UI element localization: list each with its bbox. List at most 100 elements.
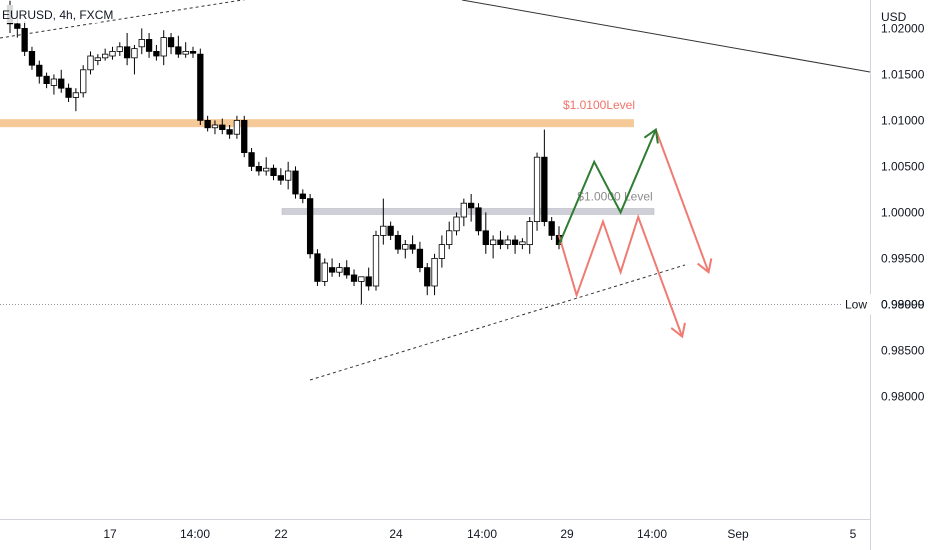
candle-bearish[interactable] <box>219 124 226 130</box>
candle-bearish[interactable] <box>248 152 255 167</box>
candle-bearish[interactable] <box>277 175 284 181</box>
price-tick-label: 1.01500 <box>881 67 925 81</box>
time-tick-label: Sep <box>727 527 749 541</box>
low-tag-value: 0.98999 <box>881 297 925 311</box>
price-tick-label: 0.98000 <box>881 389 925 403</box>
candle-bullish[interactable] <box>138 39 145 48</box>
candle-bearish[interactable] <box>387 225 394 236</box>
candle-bullish[interactable] <box>336 267 343 273</box>
candle-bearish[interactable] <box>58 78 65 89</box>
candle-bearish[interactable] <box>189 51 197 54</box>
candle-bearish[interactable] <box>153 51 160 57</box>
bearish-reversal-arrow-head-icon <box>696 258 713 274</box>
candle-bullish[interactable] <box>80 69 87 94</box>
candle-bearish[interactable] <box>299 193 306 199</box>
candle-bullish[interactable] <box>446 230 453 246</box>
price-tick-label: 0.98500 <box>881 343 925 357</box>
time-tick-label: 14:00 <box>180 527 210 541</box>
candle-bearish[interactable] <box>350 274 358 282</box>
candle-bullish[interactable] <box>460 202 467 218</box>
candle-bearish[interactable] <box>65 87 72 98</box>
candle-bearish[interactable] <box>416 248 424 268</box>
candle-bullish[interactable] <box>94 57 101 62</box>
descending-trendline <box>461 0 871 73</box>
candle-bullish[interactable] <box>380 225 387 236</box>
candle-bullish[interactable] <box>321 262 328 282</box>
candle-bullish[interactable] <box>402 244 409 250</box>
price-tick-label: 0.99000 <box>881 297 925 311</box>
candle-bearish[interactable] <box>482 230 489 246</box>
candle-bearish[interactable] <box>548 221 555 236</box>
time-tick-label: 24 <box>389 527 403 541</box>
candle-bearish[interactable] <box>43 75 50 84</box>
candle-bullish[interactable] <box>160 37 167 57</box>
candle-bearish[interactable] <box>28 51 36 66</box>
time-tick-label: 14:00 <box>637 527 667 541</box>
candle-bearish[interactable] <box>292 170 299 195</box>
candle-bearish[interactable] <box>328 267 336 273</box>
candle-bullish[interactable] <box>372 234 380 287</box>
bearish-projection-path <box>558 213 684 337</box>
candle-bullish[interactable] <box>263 167 270 172</box>
candle-bearish[interactable] <box>175 46 182 55</box>
candle-bullish[interactable] <box>102 53 109 59</box>
candle-bearish[interactable] <box>468 202 475 209</box>
candle-bullish[interactable] <box>182 51 189 55</box>
candle-bearish[interactable] <box>424 267 431 287</box>
candle-bullish[interactable] <box>431 257 438 287</box>
candle-bullish[interactable] <box>358 276 365 282</box>
candle-bearish[interactable] <box>306 198 314 255</box>
candle-bullish[interactable] <box>453 216 460 232</box>
candle-bearish[interactable] <box>123 46 131 59</box>
candle-bullish[interactable] <box>285 170 292 181</box>
candle-bullish[interactable] <box>526 221 533 246</box>
candle-bullish[interactable] <box>533 156 541 222</box>
candle-bearish[interactable] <box>21 27 28 52</box>
candle-bearish[interactable] <box>511 239 519 245</box>
candle-bearish[interactable] <box>541 156 548 222</box>
candle-bearish[interactable] <box>241 120 248 154</box>
candle-bearish[interactable] <box>14 23 21 29</box>
candle-bearish[interactable] <box>409 244 416 250</box>
bearish-arrow-head-icon <box>670 322 686 339</box>
time-tick-label: 17 <box>103 527 117 541</box>
resistance-zone[interactable] <box>0 119 634 128</box>
candle-bullish[interactable] <box>489 239 497 245</box>
candle-bullish[interactable] <box>131 48 138 59</box>
price-tick-label: 1.00000 <box>881 205 925 219</box>
candle-bearish[interactable] <box>226 129 233 135</box>
support-zone[interactable] <box>281 208 655 215</box>
price-tick-label: 1.02000 <box>881 21 925 35</box>
candle-bullish[interactable] <box>233 120 241 135</box>
candle-bearish[interactable] <box>197 53 204 121</box>
price-axis[interactable] <box>870 0 932 550</box>
candle-bearish[interactable] <box>343 267 350 276</box>
candle-bearish[interactable] <box>314 253 321 282</box>
candle-bearish[interactable] <box>365 276 372 287</box>
candle-bearish[interactable] <box>145 39 153 52</box>
candle-bullish[interactable] <box>438 244 446 259</box>
candle-bearish[interactable] <box>204 120 211 129</box>
candle-bullish[interactable] <box>87 55 94 71</box>
candle-bearish[interactable] <box>270 167 277 177</box>
candle-bearish[interactable] <box>255 165 263 172</box>
candle-bearish[interactable] <box>475 207 482 232</box>
candle-bullish[interactable] <box>504 239 511 245</box>
low-tag-box <box>841 294 871 315</box>
level-label-1.0000: $1.0000 Level <box>577 189 652 203</box>
candle-bearish[interactable] <box>394 234 402 250</box>
candle-bullish[interactable] <box>519 241 526 245</box>
candle-bullish[interactable] <box>211 124 219 129</box>
candle-bullish[interactable] <box>50 78 58 86</box>
candle-bullish[interactable] <box>116 46 123 52</box>
upper-dashed-trendline <box>0 0 246 39</box>
candle-bearish[interactable] <box>167 37 175 48</box>
symbol-label: EURUSD, 4h, FXCM <box>2 8 113 22</box>
time-tick-label: 14:00 <box>467 527 497 541</box>
candle-bullish[interactable] <box>109 51 116 57</box>
candle-bullish[interactable] <box>72 92 80 98</box>
candle-bearish[interactable] <box>36 64 43 77</box>
candle-bearish[interactable] <box>497 239 504 245</box>
level-label-1.0100: $1.0100Level <box>563 98 635 112</box>
